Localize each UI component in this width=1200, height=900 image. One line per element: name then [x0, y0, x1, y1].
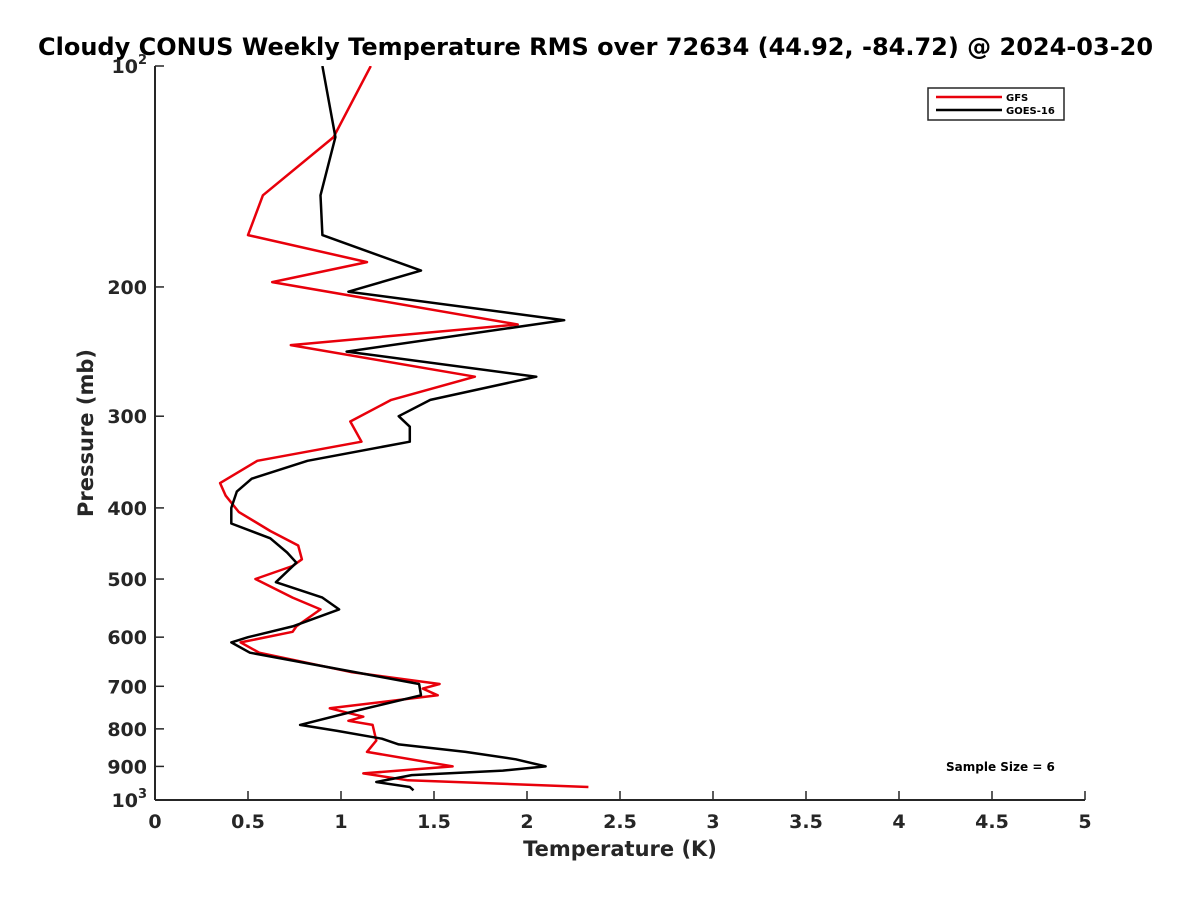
y-tick-label: 500: [107, 569, 147, 591]
x-tick-label: 4.5: [975, 811, 1009, 833]
legend: GFS GOES-16: [927, 87, 1065, 121]
x-tick-label: 1: [334, 811, 347, 833]
y-tick-label: 200: [107, 277, 147, 299]
legend-label-gfs: GFS: [1006, 93, 1028, 104]
y-tick-label: 400: [107, 498, 147, 520]
y-tick-label: 900: [107, 756, 147, 778]
chart-title: Cloudy CONUS Weekly Temperature RMS over…: [38, 33, 1153, 61]
y-tick-label: 600: [107, 627, 147, 649]
x-tick-label: 5: [1078, 811, 1091, 833]
sample-size-annotation: Sample Size = 6: [946, 760, 1055, 774]
x-tick-label: 0: [148, 811, 161, 833]
legend-box: [927, 87, 1065, 121]
x-axis-label: Temperature (K): [523, 837, 717, 861]
x-tick-label: 0.5: [231, 811, 265, 833]
y-axis-label: Pressure (mb): [74, 349, 98, 517]
y-tick-label: 700: [107, 676, 147, 698]
x-tick-label: 3.5: [789, 811, 823, 833]
y-tick-label: 103: [112, 787, 148, 812]
legend-label-goes16: GOES-16: [1006, 106, 1055, 117]
y-tick-label: 300: [107, 406, 147, 428]
x-tick-label: 4: [892, 811, 905, 833]
x-tick-label: 2: [520, 811, 533, 833]
x-tick-label: 2.5: [603, 811, 637, 833]
x-tick-label: 1.5: [417, 811, 451, 833]
y-tick-label: 800: [107, 719, 147, 741]
y-tick-label: 102: [112, 53, 148, 78]
x-tick-label: 3: [706, 811, 719, 833]
series-line-gfs: [218, 66, 589, 789]
series-line-goes16: [230, 66, 566, 792]
